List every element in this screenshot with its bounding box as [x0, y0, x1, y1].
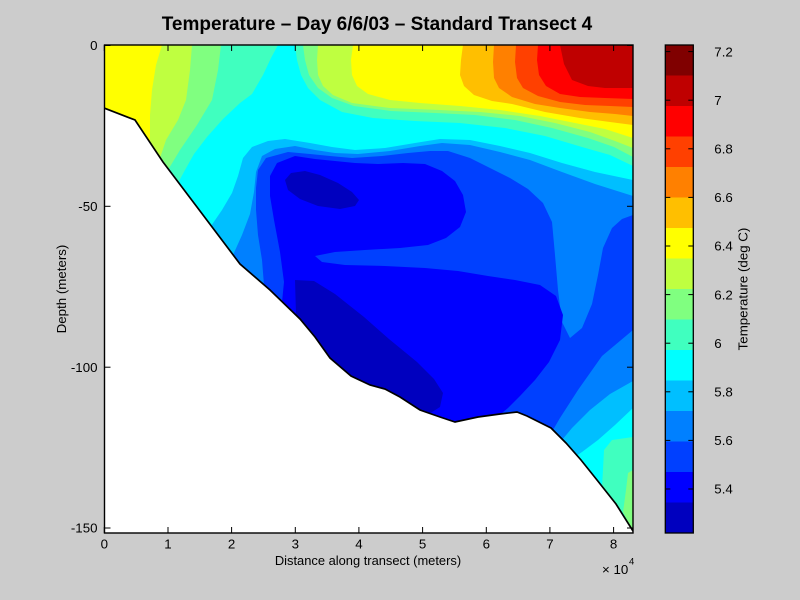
svg-text:3: 3	[292, 536, 299, 551]
svg-text:Distance along transect (meter: Distance along transect (meters)	[275, 553, 461, 568]
svg-text:6.6: 6.6	[714, 190, 733, 205]
svg-text:5.4: 5.4	[714, 482, 733, 497]
svg-text:4: 4	[355, 536, 362, 551]
svg-text:7: 7	[714, 93, 721, 108]
svg-text:Depth (meters): Depth (meters)	[54, 245, 69, 334]
svg-text:6.8: 6.8	[714, 142, 733, 157]
svg-text:2: 2	[228, 536, 235, 551]
svg-text:4: 4	[629, 557, 634, 568]
svg-text:6.2: 6.2	[714, 287, 733, 302]
svg-text:× 10: × 10	[602, 562, 628, 577]
svg-text:Temperature – Day 6/6/03 – Sta: Temperature – Day 6/6/03 – Standard Tran…	[162, 14, 593, 35]
svg-text:6: 6	[714, 336, 721, 351]
svg-text:7.2: 7.2	[714, 44, 733, 59]
svg-text:Temperature (deg C): Temperature (deg C)	[736, 228, 751, 351]
svg-text:0: 0	[90, 38, 97, 53]
svg-text:5.6: 5.6	[714, 433, 733, 448]
svg-text:6.4: 6.4	[714, 239, 733, 254]
svg-text:-100: -100	[71, 360, 98, 375]
svg-text:-50: -50	[78, 199, 97, 214]
svg-text:-150: -150	[71, 521, 98, 536]
svg-text:0: 0	[101, 536, 108, 551]
svg-text:1: 1	[164, 536, 171, 551]
svg-text:5.8: 5.8	[714, 385, 733, 400]
svg-text:6: 6	[483, 536, 490, 551]
svg-text:8: 8	[610, 536, 617, 551]
svg-text:7: 7	[546, 536, 553, 551]
svg-text:5: 5	[419, 536, 426, 551]
